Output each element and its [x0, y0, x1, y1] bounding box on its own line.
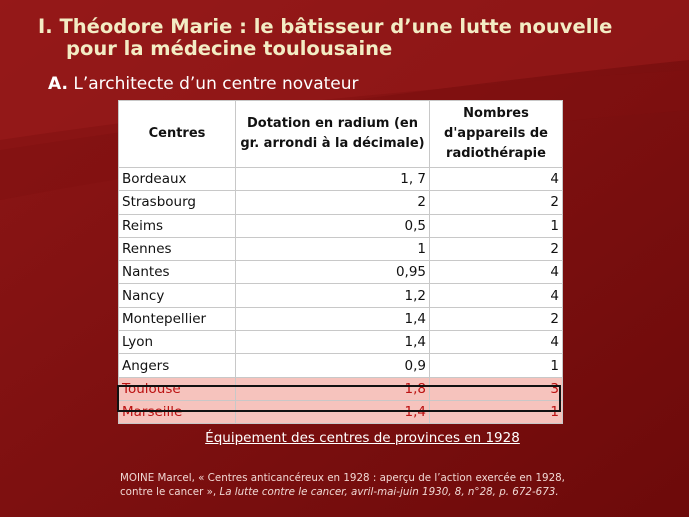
- cell-centre: Reims: [118, 213, 236, 238]
- section-subtitle: A. L’architecte d’un centre novateur: [48, 74, 359, 94]
- title-line-2: pour la médecine toulousaine: [66, 37, 393, 60]
- source-line-1: MOINE Marcel, « Centres anticancéreux en…: [120, 472, 565, 484]
- table-row: Montepellier 1,4 2: [118, 306, 563, 332]
- table-row: Nancy 1,2 4: [118, 283, 563, 308]
- cell-dotation: 1, 7: [235, 166, 430, 192]
- table-caption: Équipement des centres de provinces en 1…: [0, 430, 689, 446]
- cell-dotation: 1,4: [235, 399, 430, 425]
- cell-centre: Lyon: [118, 330, 236, 355]
- cell-centre: Strasbourg: [118, 190, 236, 215]
- cell-appareils: 4: [429, 283, 563, 308]
- cell-centre: Toulouse: [118, 376, 236, 401]
- source-citation: MOINE Marcel, « Centres anticancéreux en…: [120, 471, 660, 499]
- subtitle-prefix: A.: [48, 74, 68, 94]
- cell-dotation: 1,4: [235, 330, 430, 355]
- table-row: Reims 0,5 1: [118, 213, 563, 238]
- table-row-highlighted: Marseille 1,4 1: [118, 399, 563, 425]
- cell-appareils: 4: [429, 330, 563, 355]
- table-row: Nantes 0,95 4: [118, 260, 563, 285]
- cell-centre: Rennes: [118, 236, 236, 262]
- cell-dotation: 1,4: [235, 306, 430, 332]
- cell-centre: Nancy: [118, 283, 236, 308]
- cell-appareils: 4: [429, 260, 563, 285]
- subtitle-text: L’architecte d’un centre novateur: [73, 74, 359, 94]
- table-row: Strasbourg 2 2: [118, 190, 563, 215]
- cell-appareils: 2: [429, 236, 563, 262]
- cell-appareils: 4: [429, 166, 563, 192]
- cell-centre: Montepellier: [118, 306, 236, 332]
- header-appareils: Nombres d'appareils de radiothérapie: [429, 100, 563, 168]
- table-row: Angers 0,9 1: [118, 353, 563, 378]
- table-row-highlighted: Toulouse 1,8 3: [118, 376, 563, 401]
- cell-appareils: 2: [429, 190, 563, 215]
- cell-dotation: 1,8: [235, 376, 430, 401]
- cell-centre: Marseille: [118, 399, 236, 425]
- header-centres: Centres: [118, 100, 236, 168]
- cell-appareils: 1: [429, 353, 563, 378]
- header-dotation: Dotation en radium (en gr. arrondi à la …: [235, 100, 430, 168]
- cell-dotation: 0,95: [235, 260, 430, 285]
- equipment-table: Centres Dotation en radium (en gr. arron…: [118, 100, 563, 425]
- caption-text: Équipement des centres de provinces en 1…: [205, 430, 520, 446]
- cell-appareils: 3: [429, 376, 563, 401]
- cell-dotation: 1,2: [235, 283, 430, 308]
- source-line-2: contre le cancer », La lutte contre le c…: [120, 485, 660, 499]
- cell-dotation: 2: [235, 190, 430, 215]
- cell-appareils: 2: [429, 306, 563, 332]
- table-header-row: Centres Dotation en radium (en gr. arron…: [118, 100, 563, 168]
- cell-centre: Bordeaux: [118, 166, 236, 192]
- source-line-2-plain: contre le cancer »,: [120, 486, 220, 498]
- cell-appareils: 1: [429, 213, 563, 238]
- slide-title: I. Théodore Marie : le bâtisseur d’une l…: [38, 16, 678, 60]
- table-row: Lyon 1,4 4: [118, 330, 563, 355]
- cell-centre: Angers: [118, 353, 236, 378]
- source-line-2-italic: La lutte contre le cancer, avril-mai-jui…: [219, 486, 559, 498]
- cell-dotation: 0,5: [235, 213, 430, 238]
- table-row: Rennes 1 2: [118, 236, 563, 262]
- cell-dotation: 1: [235, 236, 430, 262]
- cell-centre: Nantes: [118, 260, 236, 285]
- cell-appareils: 1: [429, 399, 563, 425]
- cell-dotation: 0,9: [235, 353, 430, 378]
- title-line-1: I. Théodore Marie : le bâtisseur d’une l…: [38, 15, 613, 38]
